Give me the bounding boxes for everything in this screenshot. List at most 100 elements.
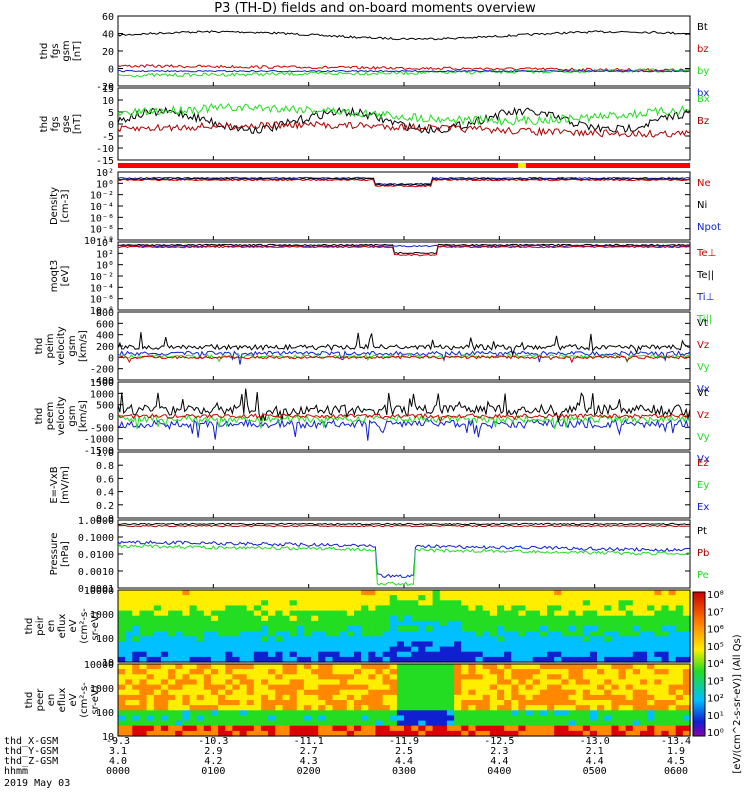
spectrogram-peir-cell xyxy=(561,605,570,612)
spectrogram-peir-cell xyxy=(432,600,441,606)
spectrogram-peir-cell xyxy=(282,595,291,601)
spectrogram-peir-cell xyxy=(253,615,262,622)
spectrogram-peir-cell xyxy=(210,636,219,642)
spectrogram-peir-cell xyxy=(311,631,319,637)
spectrogram-peer-cell xyxy=(461,694,469,701)
spectrogram-peer-cell xyxy=(289,669,298,675)
spectrogram-peir-cell xyxy=(611,631,620,637)
footer-row-label: thd_X-GSM xyxy=(4,736,58,747)
spectrogram-peer-cell xyxy=(661,730,670,737)
spectrogram-peer-cell xyxy=(168,669,176,675)
spectrogram-peir-cell xyxy=(532,656,541,663)
spectrogram-peer-cell xyxy=(354,710,362,716)
spectrogram-peir-cell xyxy=(332,605,341,612)
ytick-label-peem-vel: 500 xyxy=(96,401,114,412)
legend-efield: Ex xyxy=(697,502,709,513)
spectrogram-peir-cell xyxy=(454,646,462,653)
spectrogram-peir-cell xyxy=(568,605,577,612)
spectrogram-peer-cell xyxy=(668,674,677,680)
footer-val: -13.4 xyxy=(661,736,691,747)
spectrogram-peir-cell xyxy=(225,631,234,637)
spectrogram-peir-cell xyxy=(632,590,641,596)
spectrogram-peir-cell xyxy=(332,600,341,606)
footer-val: 0300 xyxy=(392,766,416,777)
spectrogram-peer-cell xyxy=(139,679,148,686)
spectrogram-peer-cell xyxy=(632,710,641,716)
spectrogram-peir-cell xyxy=(182,590,191,596)
spectrogram-peir-cell xyxy=(446,636,455,642)
spectrogram-peir-cell xyxy=(589,605,598,612)
spectrogram-peer-cell xyxy=(153,705,162,711)
spectrogram-peir-cell xyxy=(475,605,484,612)
spectrogram-peer-cell xyxy=(303,705,312,711)
spectrogram-peir-cell xyxy=(282,600,291,606)
ytick-label-peim-vel: 400 xyxy=(96,331,114,342)
legend-temp: Ti⊥ xyxy=(696,292,714,303)
spectrogram-peer-cell xyxy=(404,730,412,737)
spectrogram-peir-cell xyxy=(318,605,326,612)
spectrogram-peer-cell xyxy=(175,705,183,711)
spectrogram-peer-cell xyxy=(354,705,362,711)
spectrogram-peir-cell xyxy=(497,636,505,642)
spectrogram-peer-cell xyxy=(182,725,191,732)
spectrogram-peer-cell xyxy=(575,664,584,670)
spectrogram-peer-cell xyxy=(125,730,133,737)
spectrogram-peer-cell xyxy=(504,700,512,706)
spectrogram-peir-cell xyxy=(168,605,176,612)
spectrogram-peer-cell xyxy=(675,664,684,670)
spectrogram-peer-cell xyxy=(282,674,291,680)
ylabel-efield: [mV/m] xyxy=(60,466,71,504)
spectrogram-peer-cell xyxy=(225,725,234,732)
spectrogram-peer-cell xyxy=(432,684,441,691)
spectrogram-peer-cell xyxy=(511,725,520,732)
spectrogram-peer-cell xyxy=(339,664,348,670)
spectrogram-peer-cell xyxy=(575,669,584,675)
spectrogram-peer-cell xyxy=(275,705,284,711)
spectrogram-peir-cell xyxy=(525,626,534,632)
spectrogram-peir-cell xyxy=(368,605,377,612)
spectrogram-peer-cell xyxy=(532,689,541,696)
spectrogram-peir-cell xyxy=(482,656,491,663)
spectrogram-peer-cell xyxy=(339,674,348,680)
spectrogram-peer-cell xyxy=(568,679,577,686)
spectrogram-peir-cell xyxy=(168,641,176,648)
spectrogram-peer-cell xyxy=(518,715,527,722)
spectrogram-peer-cell xyxy=(339,725,348,732)
spectrogram-peir-cell xyxy=(232,595,241,601)
spectrogram-peer-cell xyxy=(497,730,505,737)
spectrogram-peer-cell xyxy=(160,705,169,711)
spectrogram-peir-cell xyxy=(625,590,634,596)
spectrogram-peir-cell xyxy=(232,626,241,632)
ytick-label-peir: 10000 xyxy=(84,586,114,597)
spectrogram-peir-cell xyxy=(396,610,405,617)
spectrogram-peir-cell xyxy=(325,620,334,627)
spectrogram-peir-cell xyxy=(439,595,448,601)
spectrogram-peer-cell xyxy=(625,669,634,675)
spectrogram-peer-cell xyxy=(582,694,591,701)
spectrogram-peir-cell xyxy=(475,651,484,658)
spectrogram-peer-cell xyxy=(647,674,655,680)
ytick-label-efield: 0.6 xyxy=(96,474,114,485)
spectrogram-peer-cell xyxy=(454,700,462,706)
spectrogram-peer-cell xyxy=(489,674,498,680)
spectrogram-peir-cell xyxy=(504,636,512,642)
spectrogram-peir-cell xyxy=(146,605,155,612)
spectrogram-peer-cell xyxy=(604,669,612,675)
spectrogram-peer-cell xyxy=(196,679,205,686)
ylabel-peem-vel: [km/s] xyxy=(78,400,89,432)
spectrogram-peer-cell xyxy=(232,669,241,675)
spectrogram-peer-cell xyxy=(282,725,291,732)
spectrogram-peer-cell xyxy=(411,684,419,691)
spectrogram-peer-cell xyxy=(461,715,469,722)
footer-val: -11.1 xyxy=(294,736,324,747)
spectrogram-peir-cell xyxy=(289,631,298,637)
spectrogram-peer-cell xyxy=(246,664,255,670)
spectrogram-peir-cell xyxy=(682,615,691,622)
spectrogram-peer-cell xyxy=(504,689,512,696)
spectrogram-peer-cell xyxy=(625,720,634,727)
spectrogram-peir-cell xyxy=(568,636,577,642)
spectrogram-peer-cell xyxy=(189,664,198,670)
ytick-label-peer: 100 xyxy=(96,708,114,719)
spectrogram-peer-cell xyxy=(632,669,641,675)
spectrogram-peer-cell xyxy=(661,679,670,686)
